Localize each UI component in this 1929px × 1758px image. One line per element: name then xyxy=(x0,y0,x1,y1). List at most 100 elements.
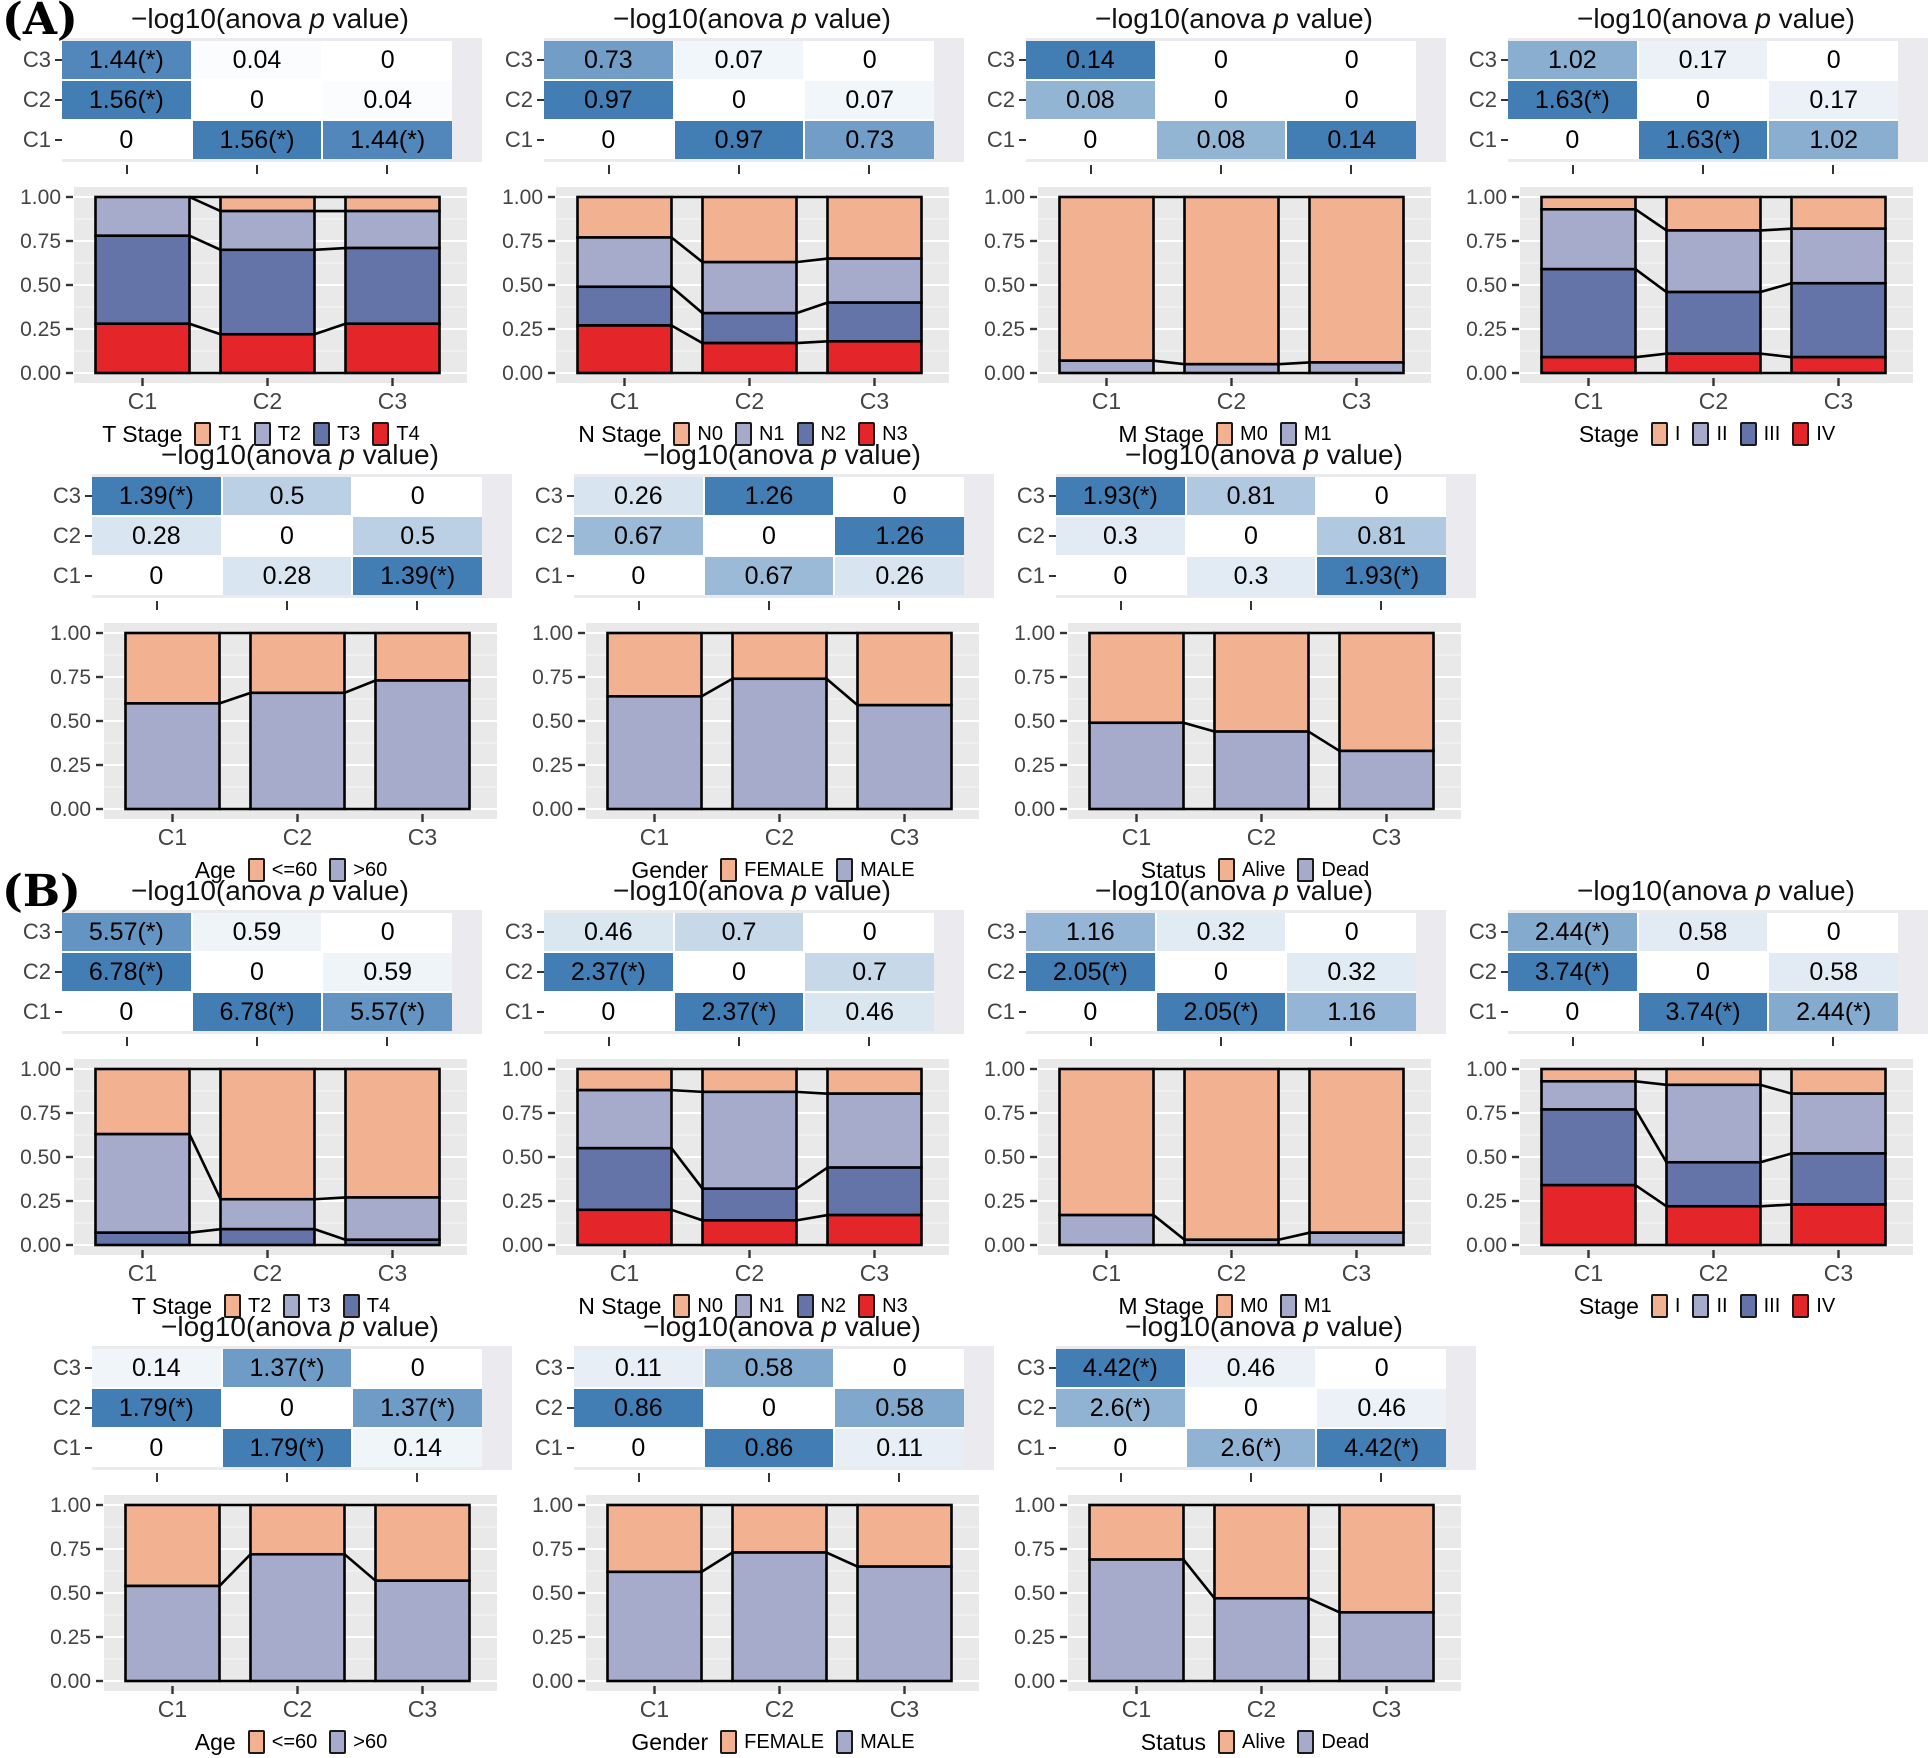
y-axis-tick-label: 0.75 xyxy=(984,1102,1025,1125)
x-tick-line xyxy=(738,1037,740,1046)
y-axis-tick-label: 1.00 xyxy=(1466,1058,1507,1081)
legend-swatch-II xyxy=(1692,1294,1710,1318)
bar-segment-Dead xyxy=(1338,749,1435,811)
legend: T Stage T1 T2 T3 T4 xyxy=(0,418,482,450)
legend-swatch-N3 xyxy=(858,422,876,446)
heatmap-row: 0.73 0.07 0 xyxy=(544,41,935,79)
heatmap: C3 C2 C1 0.14 1.37(*) 0 1.79(*) 0 1.37(*) 0 1.79(*… xyxy=(30,1346,512,1470)
x-tick-mark xyxy=(674,165,804,177)
y-axis-tick-label: 0.50 xyxy=(1014,1582,1055,1605)
heatmap-row: 0.46 0.7 0 xyxy=(544,913,935,951)
bar-segment-N1 xyxy=(826,1092,923,1169)
y-axis-tick-label: 0.50 xyxy=(50,710,91,733)
y-tick-mark xyxy=(537,59,544,61)
legend-item: N1 xyxy=(734,422,785,446)
heatmap-x-ticks xyxy=(574,1473,964,1485)
x-axis-cluster-label: C3 xyxy=(860,388,889,413)
x-axis-cluster-label: C3 xyxy=(378,388,407,413)
bar-segment-M1 xyxy=(1308,1231,1405,1247)
bar-segment-M1 xyxy=(1058,1213,1155,1247)
heatmap-cell: 0.14 xyxy=(92,1349,221,1387)
legend-label: IV xyxy=(1816,1294,1836,1317)
heatmap-row-label: C3 xyxy=(512,1349,574,1387)
y-tick-mark xyxy=(1501,931,1508,933)
heatmap-cell: 0.67 xyxy=(704,557,834,595)
x-tick-mark xyxy=(1638,165,1768,177)
x-tick-mark xyxy=(62,165,192,177)
y-axis-tick-label: 0.25 xyxy=(984,318,1025,341)
heatmap-grid: 0.11 0.58 0 0.86 0 0.58 0 0.86 0.11 xyxy=(574,1349,965,1467)
y-tick-mark xyxy=(537,139,544,141)
x-tick-mark xyxy=(1286,165,1416,177)
bar-segment-T3 xyxy=(219,1197,316,1231)
heatmap-row-label: C1 xyxy=(0,993,62,1031)
x-axis-cluster-label: C2 xyxy=(1247,824,1276,849)
y-tick-mark xyxy=(55,1011,62,1013)
bar-segment-N0 xyxy=(826,1067,923,1095)
legend-swatch-N0 xyxy=(673,422,691,446)
x-tick-mark xyxy=(1026,165,1156,177)
bar-segment-III xyxy=(1790,1152,1887,1206)
panel-row-2: −log10(anova p value) C3 C2 C1 1.39(*) 0.5 0 0.… xyxy=(0,436,1929,883)
y-tick-mark xyxy=(55,139,62,141)
legend: Gender FEMALE MALE xyxy=(512,1726,994,1758)
heatmap-cell: 0.3 xyxy=(1186,557,1316,595)
legend-swatch-T2 xyxy=(224,1294,242,1318)
legend-swatch->60 xyxy=(329,1730,347,1754)
heatmap-row-labels: C3 C2 C1 xyxy=(482,910,544,1034)
x-tick-line xyxy=(156,601,158,610)
x-axis-cluster-label: C1 xyxy=(640,824,669,849)
panel-title: −log10(anova p value) xyxy=(1125,1311,1403,1342)
bar-segment-T2 xyxy=(94,1067,191,1136)
panel-title: −log10(anova p value) xyxy=(1095,875,1373,906)
heatmap-panel: 0.14 0 0 0.08 0 0 0 0.08 0.14 xyxy=(1026,38,1446,162)
heatmap: C3 C2 C1 0.73 0.07 0 0.97 0 0.07 0 0.97 0.73 xyxy=(482,38,964,162)
bar-chart-svg: 1.00 0.75 0.50 0.25 0.00 C1 C2 C3 xyxy=(502,1058,949,1286)
legend-item: T4 xyxy=(372,422,420,446)
x-tick-mark xyxy=(1316,1473,1446,1485)
x-tick-line xyxy=(386,1037,388,1046)
legend: T Stage T2 T3 T4 xyxy=(0,1290,482,1322)
x-tick-line xyxy=(1702,165,1704,174)
y-axis-tick-label: 1.00 xyxy=(1014,622,1055,645)
heatmap-panel: 1.39(*) 0.5 0 0.28 0 0.5 0 0.28 1.39(*) xyxy=(92,474,512,598)
heatmap-panel: 1.02 0.17 0 1.63(*) 0 0.17 0 1.63(*) 1.02 xyxy=(1508,38,1928,162)
legend-item: T3 xyxy=(313,422,360,446)
panel-age: −log10(anova p value) C3 C2 C1 0.14 1.37(*) 0 1… xyxy=(30,1308,512,1758)
y-axis-tick-label: 0.25 xyxy=(1466,318,1507,341)
heatmap-cell: 0.08 xyxy=(1026,81,1155,119)
legend-label: <=60 xyxy=(271,1730,318,1753)
heatmap: C3 C2 C1 4.42(*) 0.46 0 2.6(*) 0 0.46 0 2.6(*) 4.42… xyxy=(994,1346,1476,1470)
bar-segment-T4 xyxy=(219,332,316,375)
heatmap-row-label: C3 xyxy=(482,41,544,79)
y-tick-mark xyxy=(1501,971,1508,973)
bar-segment-T2 xyxy=(94,195,191,238)
heatmap-row: 0.86 0 0.58 xyxy=(574,1389,965,1427)
legend: M Stage M0 M1 xyxy=(964,418,1446,450)
legend-swatch-T4 xyxy=(342,1294,360,1318)
y-axis-tick-label: 0.25 xyxy=(1466,1190,1507,1213)
y-tick-mark xyxy=(1049,1367,1056,1369)
x-axis-cluster-label: C3 xyxy=(408,1696,437,1721)
bar-chart-block: 1.00 0.75 0.50 0.25 0.00 C1 C2 C3 xyxy=(482,183,964,418)
heatmap-row-label: C3 xyxy=(0,913,62,951)
legend-label: T3 xyxy=(307,1294,331,1317)
heatmap-row-label: C2 xyxy=(964,953,1026,991)
bar-segment-MALE xyxy=(606,1570,703,1683)
legend-swatch-N0 xyxy=(673,1294,691,1318)
x-tick-line xyxy=(868,165,870,174)
heatmap-cell: 0.17 xyxy=(1638,41,1768,79)
bar-segment-I xyxy=(1665,1067,1762,1087)
bar-segment-<=60 xyxy=(124,1503,221,1588)
heatmap-cell: 0 xyxy=(835,1349,965,1387)
bar-segment-MALE xyxy=(731,1551,828,1683)
bar-segment-M0 xyxy=(1058,1067,1155,1217)
legend-title: Status xyxy=(1140,856,1207,883)
x-axis-cluster-label: C2 xyxy=(283,824,312,849)
legend-label: FEMALE xyxy=(744,858,825,881)
bar-segment-FEMALE xyxy=(856,631,953,707)
bar-chart-svg: 1.00 0.75 0.50 0.25 0.00 C1 C2 C3 xyxy=(984,1058,1431,1286)
legend-item: N3 xyxy=(858,1294,908,1318)
heatmap-cell: 2.05(*) xyxy=(1156,993,1286,1031)
bar-segment-N3 xyxy=(701,341,798,375)
